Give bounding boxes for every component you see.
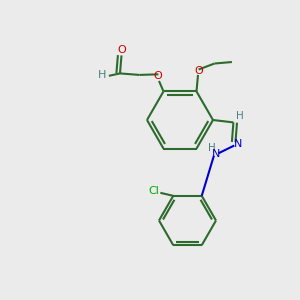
Text: O: O — [153, 70, 162, 80]
Text: O: O — [117, 45, 126, 55]
Text: Cl: Cl — [148, 186, 159, 196]
Text: O: O — [194, 66, 203, 76]
Text: N: N — [234, 139, 243, 149]
Text: H: H — [98, 70, 106, 80]
Text: H: H — [236, 111, 243, 122]
Text: H: H — [208, 143, 216, 153]
Text: N: N — [212, 149, 220, 159]
